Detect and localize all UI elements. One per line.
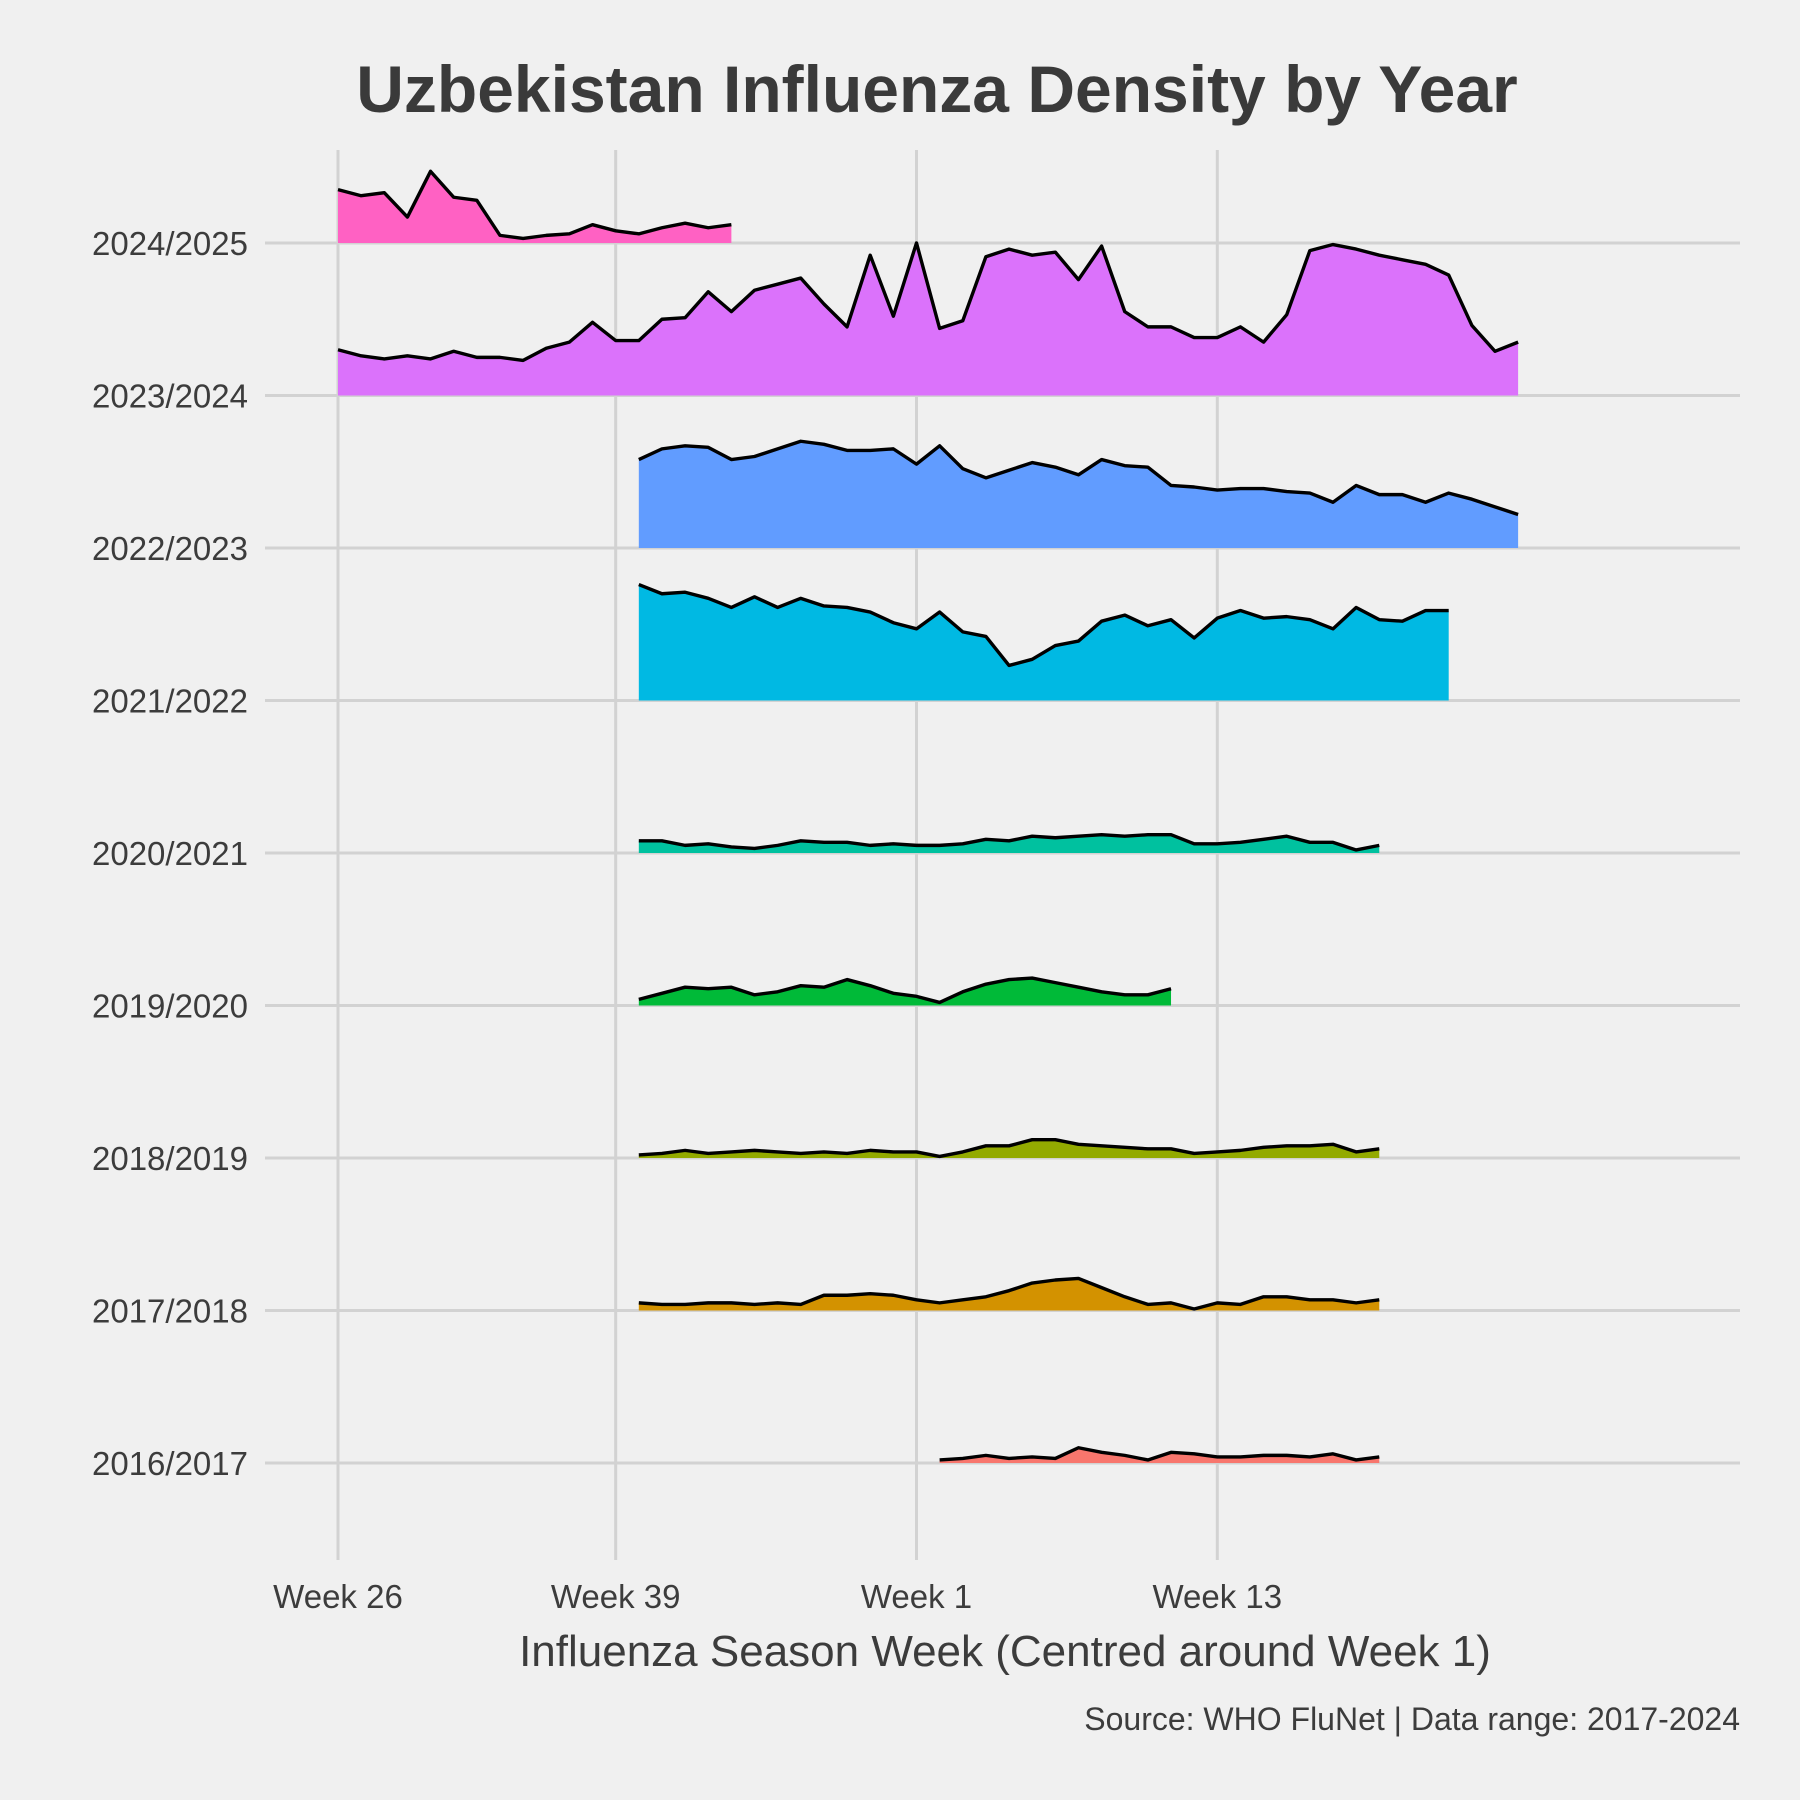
ridge-area	[638, 1278, 1380, 1311]
ridge-2024-2025	[337, 169, 732, 243]
y-tick-label: 2020/2021	[92, 835, 248, 872]
chart-title: Uzbekistan Influenza Density by Year	[356, 52, 1518, 126]
ridge-area	[638, 834, 1380, 853]
ridge-2022-2023	[638, 439, 1519, 548]
y-tick-label: 2022/2023	[92, 530, 248, 567]
y-tick-label: 2023/2024	[92, 378, 248, 415]
x-axis-title: Influenza Season Week (Centred around We…	[519, 1627, 1491, 1676]
ridges	[337, 169, 1519, 1463]
y-axis-tick-labels: 2016/2017 2017/2018 2018/2019 2019/2020 2020…	[92, 225, 248, 1482]
x-tick-label: Week 39	[551, 1578, 681, 1615]
ridge-2021-2022	[638, 583, 1449, 701]
ridge-line	[638, 439, 1519, 517]
x-tick-label: Week 1	[861, 1578, 972, 1615]
ridge-area	[638, 1139, 1380, 1158]
ridge-line	[337, 169, 732, 241]
y-tick-label: 2016/2017	[92, 1445, 248, 1482]
ridge-area	[338, 171, 732, 243]
ridge-2020-2021	[638, 833, 1380, 853]
ridge-area	[638, 441, 1519, 548]
ridge-line	[638, 1137, 1380, 1159]
ridge-2019-2020	[638, 976, 1172, 1006]
x-tick-label: Week 13	[1152, 1578, 1282, 1615]
ridge-line	[638, 833, 1380, 852]
ridge-2017-2018	[638, 1276, 1380, 1311]
y-tick-label: 2018/2019	[92, 1140, 248, 1177]
y-tick-label: 2021/2022	[92, 683, 248, 720]
ridge-2023-2024	[337, 241, 1519, 396]
ridge-line	[337, 241, 1519, 363]
ridge-2018-2019	[638, 1137, 1380, 1159]
x-axis-tick-labels: Week 26 Week 39 Week 1 Week 13	[273, 1578, 1282, 1615]
y-tick-label: 2017/2018	[92, 1293, 248, 1330]
ridge-line	[638, 1276, 1380, 1311]
ridge-area	[638, 978, 1172, 1006]
ridge-2016-2017	[939, 1446, 1380, 1463]
ridge-line	[638, 583, 1449, 668]
caption: Source: WHO FluNet | Data range: 2017-20…	[1084, 1701, 1740, 1737]
ridge-line	[638, 976, 1172, 1005]
ridge-line	[939, 1446, 1380, 1462]
ridge-area	[338, 243, 1519, 396]
ridge-area	[638, 584, 1449, 701]
y-tick-label: 2024/2025	[92, 225, 248, 262]
x-tick-label: Week 26	[273, 1578, 403, 1615]
y-tick-label: 2019/2020	[92, 988, 248, 1025]
